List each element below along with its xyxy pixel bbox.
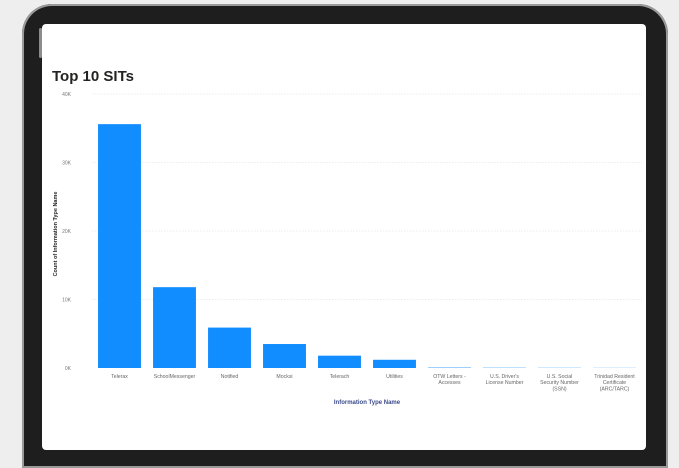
x-tick-label: Utilities (386, 374, 403, 380)
y-tick-label: 30K (62, 161, 72, 167)
y-tick-label: 40K (62, 92, 72, 98)
bar (153, 287, 196, 368)
chart-title: Top 10 SITs (52, 68, 134, 85)
y-tick-label: 10K (62, 298, 72, 304)
y-tick-label: 0K (65, 366, 72, 372)
x-tick-label: U.S. Social Security Number (SSN) (540, 374, 579, 392)
gridlines (92, 93, 642, 300)
x-tick-label: SchoolMessenger (154, 374, 196, 380)
x-tick-label: Notified (221, 374, 239, 380)
bar-chart: 0K 10K 20K 30K 40K Telerax SchoolMessenger Not… (53, 92, 642, 406)
x-tick-label: U.S. Driver's License Number (486, 374, 524, 386)
tablet-side-button (39, 28, 42, 58)
bars (98, 124, 636, 368)
x-tick-label: Telerax (111, 374, 128, 380)
tablet-screen: Top 10 SITs 0K 10K 20K 30K 40K Telerax School… (42, 24, 646, 450)
y-axis-ticks: 0K 10K 20K 30K 40K (62, 92, 72, 372)
x-tick-label: Telerach (330, 374, 350, 380)
x-axis-ticks: Telerax SchoolMessenger Notified Mocksi Tele… (111, 374, 635, 392)
bar (208, 327, 251, 368)
y-tick-label: 20K (62, 229, 72, 235)
x-axis-label: Information Type Name (334, 400, 401, 406)
bar (373, 359, 416, 368)
bar (263, 344, 306, 368)
x-tick-label: Trinidad Resident Certificate (ARC/TARC) (594, 374, 635, 392)
x-tick-label: OTW Letters -Accesses (433, 374, 466, 386)
x-tick-label: Mocksi (276, 374, 292, 380)
bar (98, 124, 141, 368)
y-axis-label: Count of Information Type Name (53, 192, 59, 277)
bar (318, 355, 361, 368)
